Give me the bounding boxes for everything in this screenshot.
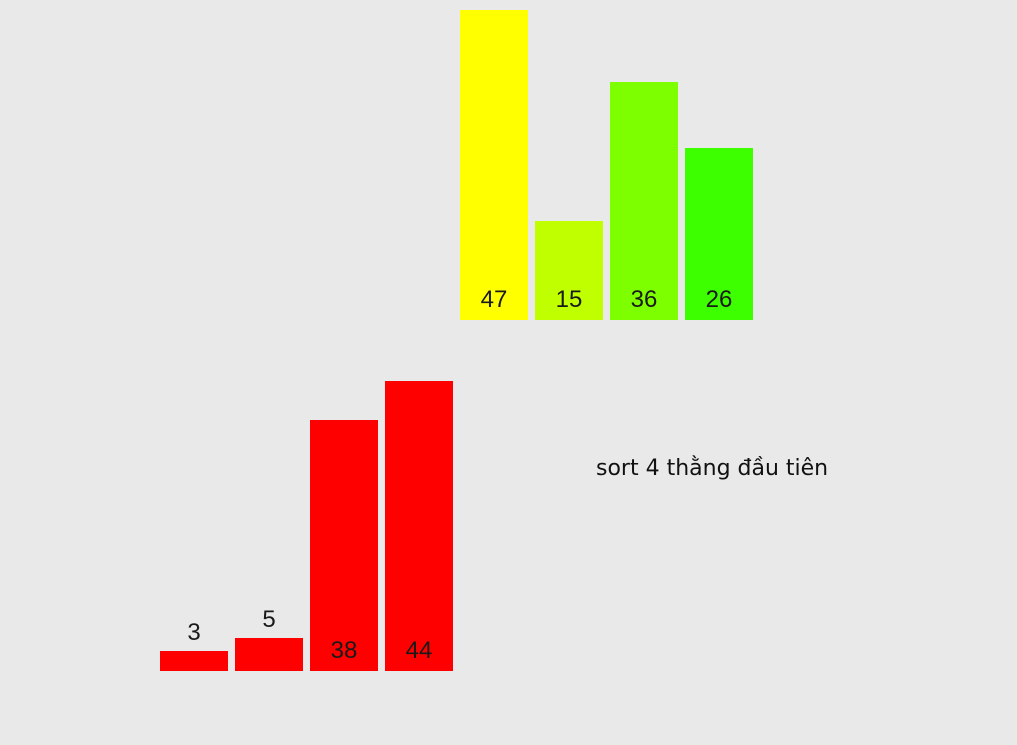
- caption-text: sort 4 thằng đầu tiên: [596, 456, 829, 481]
- unsorted-bar-label-3: 36: [630, 286, 658, 313]
- sorted-bar-label-2: 5: [262, 606, 276, 633]
- sorted-bar-label-4: 44: [405, 637, 433, 664]
- sorted-bar-2: [235, 638, 303, 671]
- sorted-bar-label-3: 38: [330, 637, 358, 664]
- unsorted-bar-label-4: 26: [705, 286, 733, 313]
- sorted-bar-label-1: 3: [187, 619, 201, 647]
- unsorted-bar-label-2: 15: [555, 286, 583, 313]
- unsorted-bar-4: [685, 148, 753, 320]
- unsorted-bar-2: [535, 221, 603, 320]
- sorted-bar-4: [385, 380, 453, 671]
- sorted-bar-3: [310, 420, 378, 671]
- unsorted-bar-label-1: 47: [480, 286, 508, 313]
- unsorted-bar-3: [610, 82, 678, 320]
- sorted-bar-1: [160, 651, 228, 671]
- unsorted-bar-1: [460, 9, 528, 320]
